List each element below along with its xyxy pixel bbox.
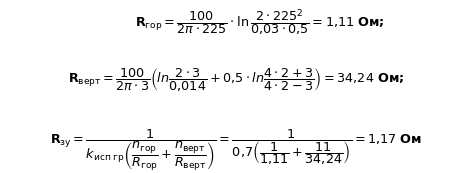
Text: $\mathbf{R_{\mathsf{зу}}} = \dfrac{1}{k_{\mathsf{исп\ гр}}\left(\dfrac{n_{\maths: $\mathbf{R_{\mathsf{зу}}} = \dfrac{1}{k_… xyxy=(50,128,422,173)
Text: $\mathbf{R_{\mathsf{верт}}} = \dfrac{100}{2\pi \cdot 3}\left(\mathit{ln}\dfrac{2: $\mathbf{R_{\mathsf{верт}}} = \dfrac{100… xyxy=(68,66,404,93)
Text: $\mathbf{R_{\mathsf{гор}}} = \dfrac{100}{2\pi \cdot 225} \cdot \ln\dfrac{2 \cdot: $\mathbf{R_{\mathsf{гор}}} = \dfrac{100}… xyxy=(135,7,384,38)
